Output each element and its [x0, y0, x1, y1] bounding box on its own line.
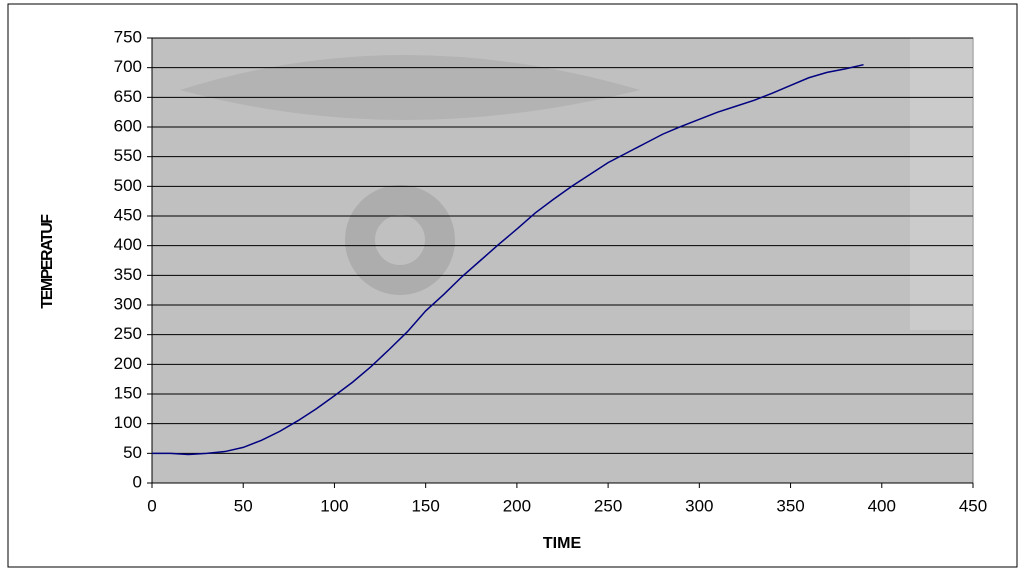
x-tick-label: 200 — [503, 496, 531, 515]
y-tick-label: 750 — [114, 27, 142, 46]
x-tick-label: 100 — [320, 496, 348, 515]
plot-area — [151, 37, 974, 484]
y-tick-label: 500 — [114, 176, 142, 195]
y-tick-label: 300 — [114, 294, 142, 313]
y-tick-label: 400 — [114, 235, 142, 254]
data-line — [152, 63, 864, 456]
x-tick-label: 0 — [147, 496, 156, 515]
x-tick-label: 450 — [959, 496, 987, 515]
x-tick-label: 150 — [411, 496, 439, 515]
x-tick-label: 250 — [594, 496, 622, 515]
y-tick-label: 600 — [114, 116, 142, 135]
watermark — [180, 38, 973, 330]
y-tick-label: 350 — [114, 265, 142, 284]
y-tick-label: 700 — [114, 57, 142, 76]
x-axis-title: TIME — [543, 535, 582, 552]
x-tick-label: 50 — [234, 496, 253, 515]
y-tick-label: 250 — [114, 324, 142, 343]
y-tick-label: 450 — [114, 205, 142, 224]
y-tick-label: 0 — [133, 472, 142, 491]
y-tick-label: 550 — [114, 146, 142, 165]
y-axis-title: TEMPERATUF — [39, 214, 56, 309]
y-tick-label: 50 — [123, 443, 142, 462]
x-tick-label: 400 — [868, 496, 896, 515]
x-tick-label: 300 — [685, 496, 713, 515]
y-tick-label: 150 — [114, 383, 142, 402]
x-tick-label: 350 — [776, 496, 804, 515]
y-tick-label: 100 — [114, 413, 142, 432]
y-tick-label: 650 — [114, 87, 142, 106]
y-tick-label: 200 — [114, 354, 142, 373]
